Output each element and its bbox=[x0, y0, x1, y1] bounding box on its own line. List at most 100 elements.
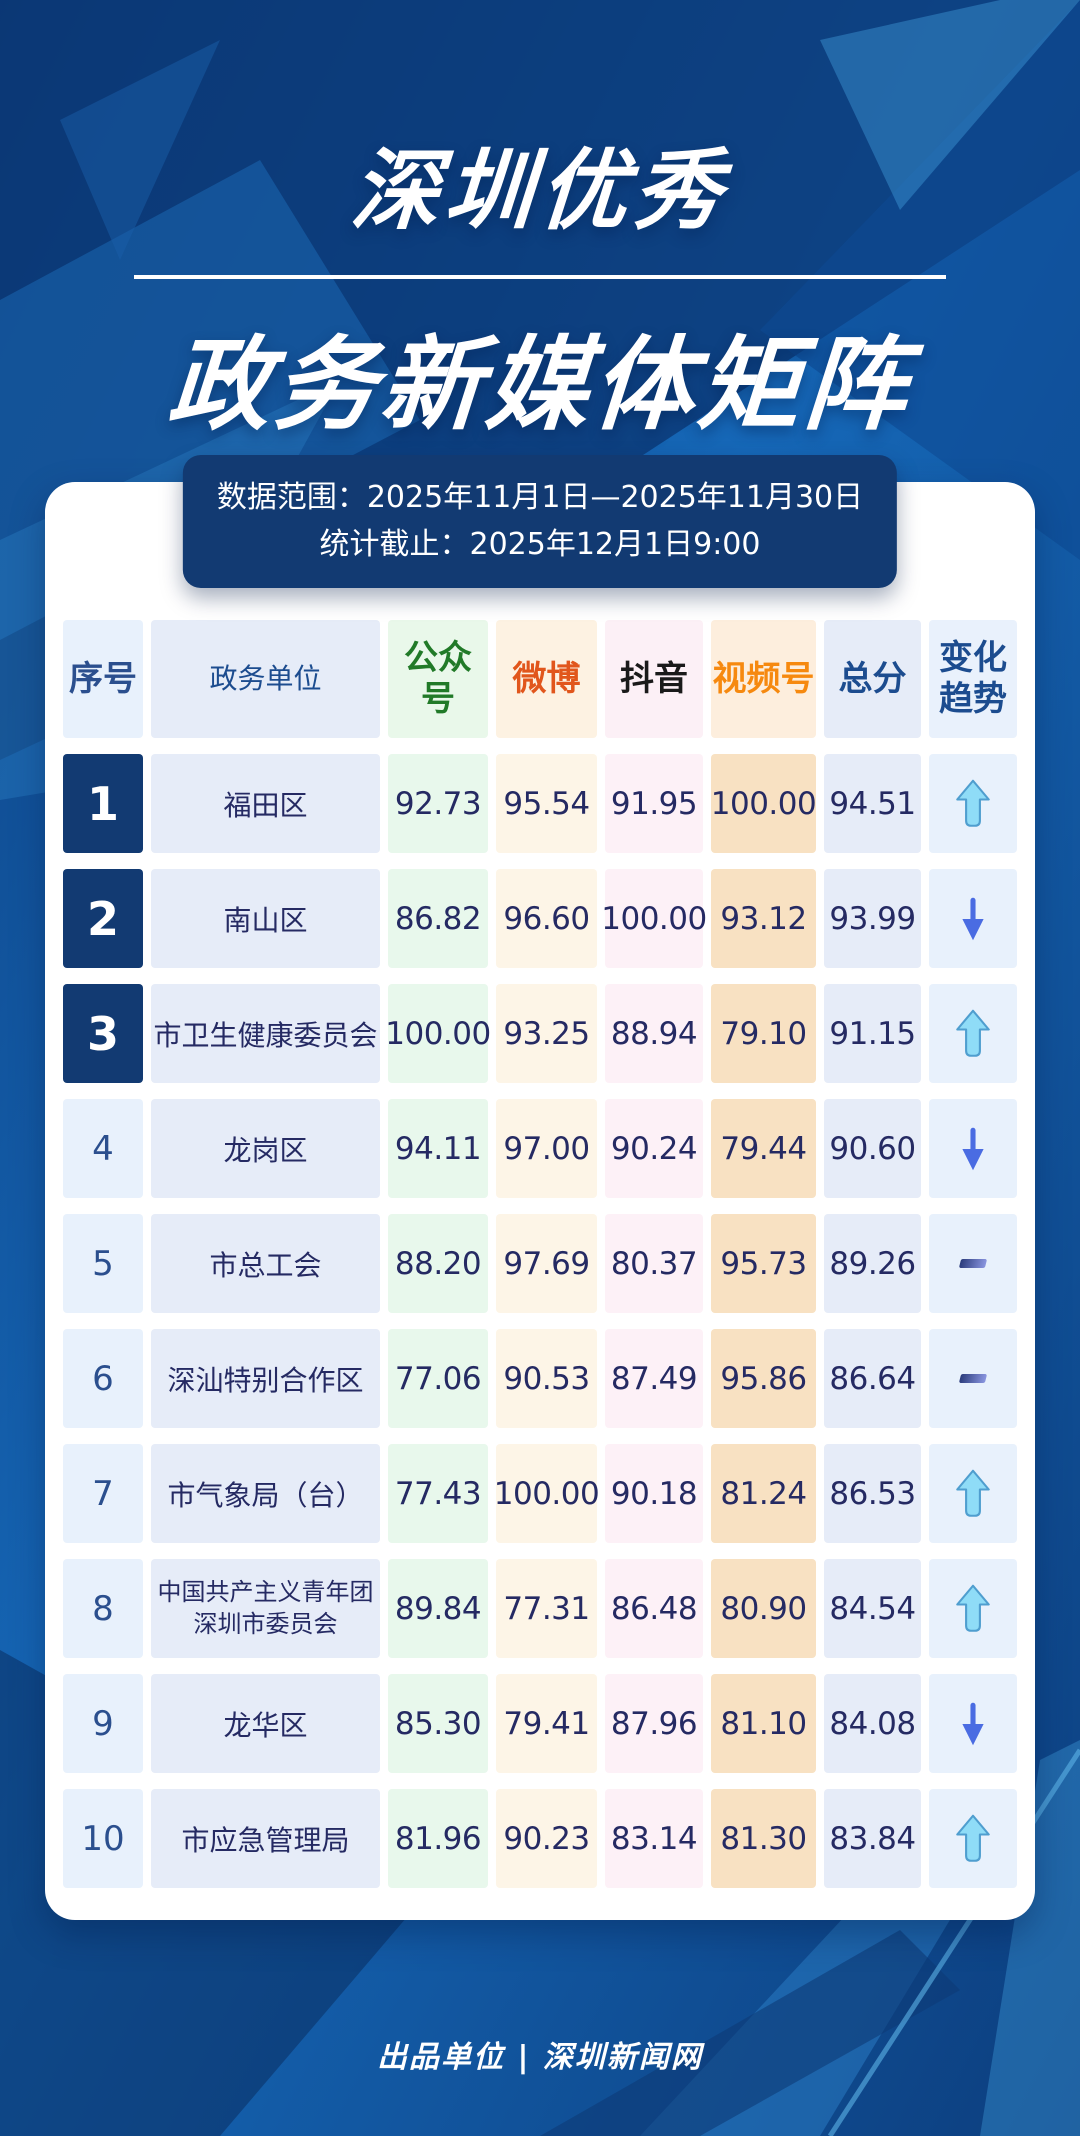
table-row: 4 龙岗区 94.11 97.00 90.24 79.44 90.60 bbox=[63, 1099, 1017, 1198]
unit-cell: 福田区 bbox=[151, 754, 380, 853]
douyin-score: 88.94 bbox=[610, 1015, 698, 1052]
wechat-score: 100.00 bbox=[385, 1015, 491, 1052]
weibo-score: 90.53 bbox=[503, 1360, 590, 1397]
douyin-cell: 100.00 bbox=[601, 869, 707, 968]
shipinhao-cell: 81.10 bbox=[711, 1674, 816, 1773]
douyin-score: 87.96 bbox=[610, 1705, 698, 1742]
total-score: 83.84 bbox=[829, 1820, 916, 1857]
table-header-row: 序号 政务单位 公众号 微博 抖音 视频号 总分 变化趋势 bbox=[63, 620, 1017, 738]
wechat-score: 94.11 bbox=[394, 1130, 482, 1167]
weibo-score: 96.60 bbox=[503, 900, 590, 937]
col-header-total: 总分 bbox=[824, 620, 921, 738]
trend-up-icon bbox=[956, 1814, 990, 1862]
rank-value: 10 bbox=[81, 1818, 125, 1859]
col-header-shipinhao: 视频号 bbox=[711, 620, 816, 738]
wechat-cell: 100.00 bbox=[385, 984, 491, 1083]
rank-cell: 8 bbox=[63, 1559, 143, 1658]
total-score: 90.60 bbox=[829, 1130, 916, 1167]
trend-up-icon bbox=[956, 1009, 990, 1057]
rank-cell: 2 bbox=[63, 869, 143, 968]
table-row: 6 深汕特别合作区 77.06 90.53 87.49 95.86 86.64 bbox=[63, 1329, 1017, 1428]
shipinhao-cell: 93.12 bbox=[711, 869, 816, 968]
rank-value: 2 bbox=[86, 891, 119, 946]
total-cell: 86.53 bbox=[824, 1444, 921, 1543]
wechat-cell: 85.30 bbox=[388, 1674, 488, 1773]
rank-cell: 5 bbox=[63, 1214, 143, 1313]
total-score: 93.99 bbox=[829, 900, 916, 937]
unit-name: 市总工会 bbox=[209, 1248, 322, 1282]
weibo-cell: 90.23 bbox=[496, 1789, 597, 1888]
weibo-cell: 90.53 bbox=[496, 1329, 597, 1428]
shipinhao-score: 93.12 bbox=[720, 900, 807, 937]
douyin-score: 90.18 bbox=[610, 1475, 698, 1512]
rank-cell: 10 bbox=[63, 1789, 143, 1888]
douyin-score: 91.95 bbox=[610, 785, 698, 822]
weibo-cell: 77.31 bbox=[496, 1559, 597, 1658]
rank-value: 3 bbox=[86, 1006, 119, 1061]
unit-cell: 中国共产主义青年团深圳市委员会 bbox=[151, 1559, 380, 1658]
wechat-cell: 86.82 bbox=[388, 869, 488, 968]
data-range-box: 数据范围：2025年11月1日—2025年11月30日 统计截止：2025年12… bbox=[182, 455, 898, 588]
shipinhao-cell: 79.10 bbox=[711, 984, 816, 1083]
unit-cell: 南山区 bbox=[151, 869, 380, 968]
shipinhao-cell: 95.86 bbox=[711, 1329, 816, 1428]
weibo-cell: 96.60 bbox=[496, 869, 597, 968]
trend-up-icon bbox=[956, 779, 990, 827]
douyin-score: 90.24 bbox=[610, 1130, 698, 1167]
total-cell: 84.08 bbox=[824, 1674, 921, 1773]
douyin-cell: 90.24 bbox=[605, 1099, 703, 1198]
shipinhao-score: 81.10 bbox=[720, 1705, 807, 1742]
douyin-cell: 91.95 bbox=[605, 754, 703, 853]
shipinhao-score: 80.90 bbox=[720, 1590, 807, 1627]
total-cell: 93.99 bbox=[824, 869, 921, 968]
total-cell: 89.26 bbox=[824, 1214, 921, 1313]
stat-deadline-line: 统计截止：2025年12月1日9:00 bbox=[319, 526, 761, 562]
unit-cell: 龙岗区 bbox=[151, 1099, 380, 1198]
rank-cell: 7 bbox=[63, 1444, 143, 1543]
total-score: 86.53 bbox=[829, 1475, 916, 1512]
shipinhao-score: 81.24 bbox=[720, 1475, 807, 1512]
rank-value: 1 bbox=[86, 776, 119, 831]
table-row: 3 市卫生健康委员会 100.00 93.25 88.94 79.10 91.1… bbox=[63, 984, 1017, 1083]
unit-cell: 市卫生健康委员会 bbox=[151, 984, 380, 1083]
total-score: 91.15 bbox=[829, 1015, 916, 1052]
poster-header: 深圳优秀 政务新媒体矩阵 bbox=[0, 0, 1080, 450]
total-score: 89.26 bbox=[829, 1245, 916, 1282]
table-row: 5 市总工会 88.20 97.69 80.37 95.73 89.26 bbox=[63, 1214, 1017, 1313]
total-score: 84.54 bbox=[829, 1590, 916, 1627]
trend-cell bbox=[929, 754, 1017, 853]
page-title-line2: 政务新媒体矩阵 bbox=[164, 326, 915, 445]
col-header-rank: 序号 bbox=[63, 620, 143, 738]
unit-name: 南山区 bbox=[223, 903, 308, 937]
douyin-cell: 90.18 bbox=[605, 1444, 703, 1543]
unit-cell: 龙华区 bbox=[151, 1674, 380, 1773]
col-header-douyin: 抖音 bbox=[605, 620, 703, 738]
shipinhao-cell: 95.73 bbox=[711, 1214, 816, 1313]
douyin-cell: 80.37 bbox=[605, 1214, 703, 1313]
rank-cell: 9 bbox=[63, 1674, 143, 1773]
weibo-cell: 93.25 bbox=[496, 984, 597, 1083]
douyin-score: 83.14 bbox=[610, 1820, 698, 1857]
rank-value: 6 bbox=[92, 1358, 114, 1399]
wechat-score: 77.06 bbox=[394, 1360, 482, 1397]
rank-value: 5 bbox=[92, 1243, 114, 1284]
table-body: 1 福田区 92.73 95.54 91.95 100.00 94.51 2 南… bbox=[63, 754, 1017, 1888]
ranking-card: 序号 政务单位 公众号 微博 抖音 视频号 总分 变化趋势 1 福田区 92.7… bbox=[45, 482, 1035, 1920]
douyin-score: 87.49 bbox=[610, 1360, 698, 1397]
wechat-score: 86.82 bbox=[394, 900, 482, 937]
wechat-score: 85.30 bbox=[394, 1705, 482, 1742]
weibo-cell: 79.41 bbox=[496, 1674, 597, 1773]
wechat-score: 81.96 bbox=[394, 1820, 482, 1857]
trend-cell bbox=[929, 1789, 1017, 1888]
shipinhao-score: 79.44 bbox=[720, 1130, 807, 1167]
unit-name: 福田区 bbox=[223, 788, 308, 822]
trend-up-icon bbox=[956, 1584, 990, 1632]
wechat-cell: 88.20 bbox=[388, 1214, 488, 1313]
total-cell: 94.51 bbox=[824, 754, 921, 853]
weibo-cell: 100.00 bbox=[494, 1444, 600, 1543]
trend-cell bbox=[929, 984, 1017, 1083]
total-cell: 86.64 bbox=[824, 1329, 921, 1428]
total-cell: 84.54 bbox=[824, 1559, 921, 1658]
weibo-cell: 97.69 bbox=[496, 1214, 597, 1313]
table-row: 9 龙华区 85.30 79.41 87.96 81.10 84.08 bbox=[63, 1674, 1017, 1773]
